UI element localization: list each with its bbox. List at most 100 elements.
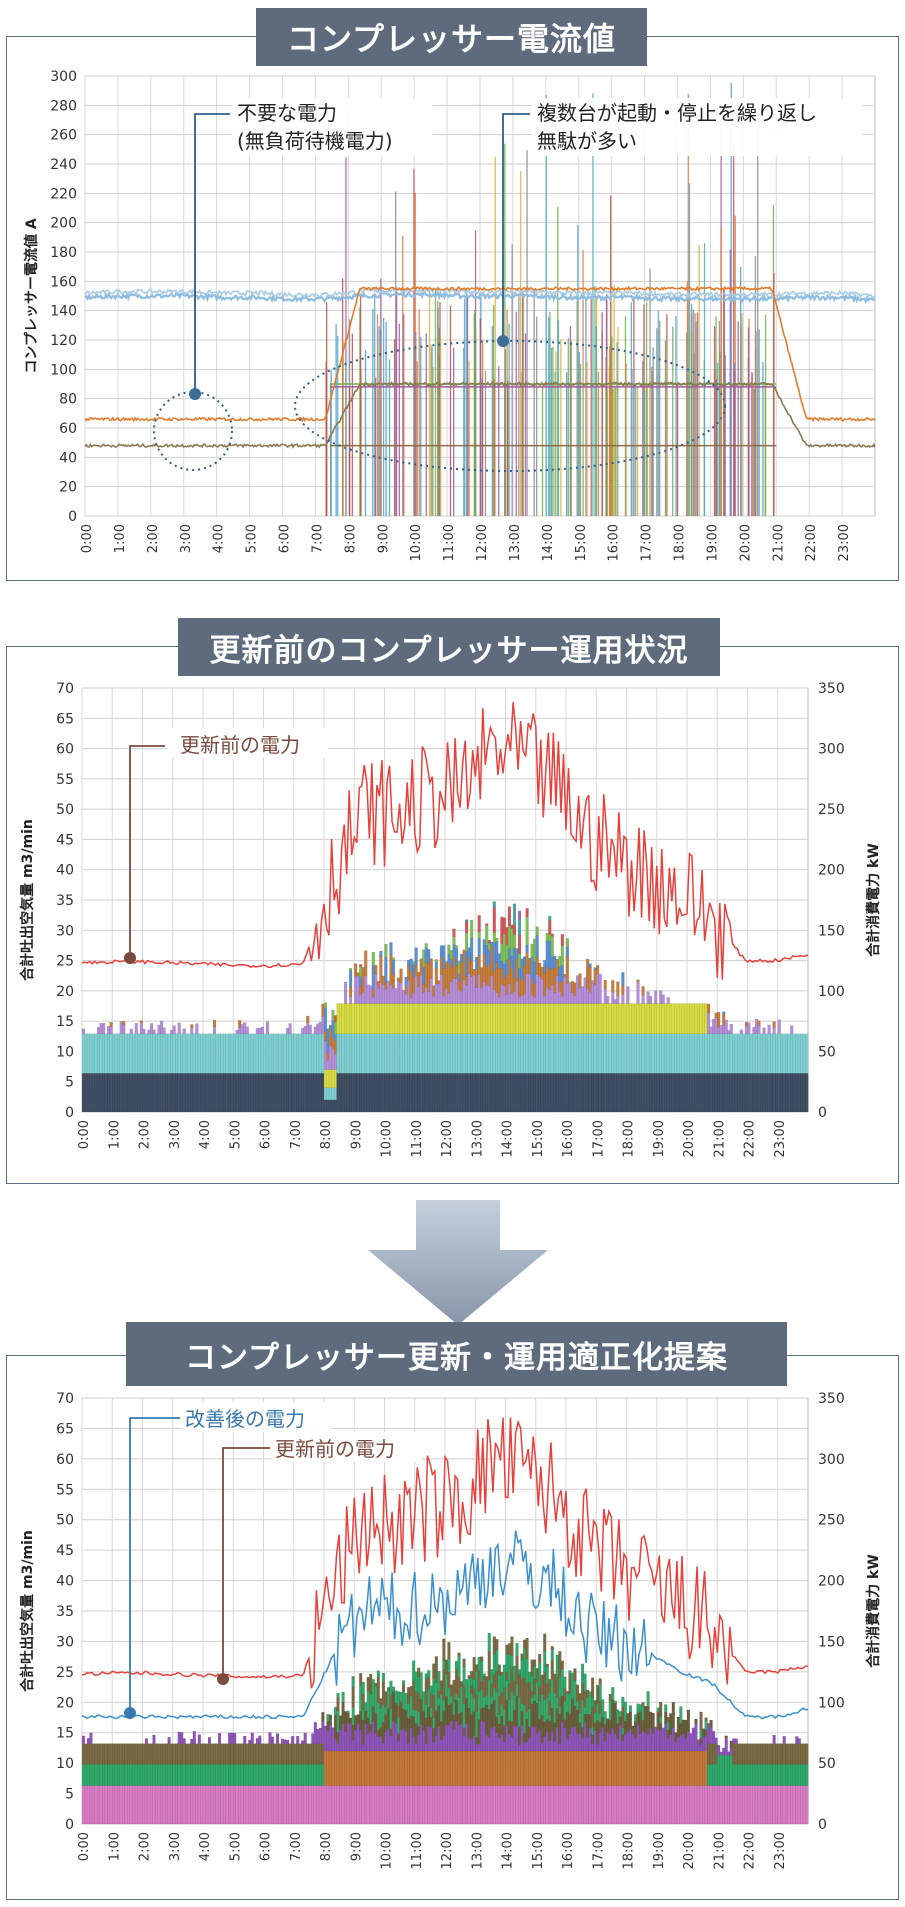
x-tick-label: 11:00 [410,1120,425,1157]
air-bar-segment [414,947,418,966]
x-tick-label: 16:00 [561,1120,576,1157]
x-tick-label: 4:00 [198,1832,213,1861]
air-bar-segment [598,1678,602,1685]
x-tick-label: 5:00 [228,1832,243,1861]
x-tick-label: 3:00 [179,524,194,553]
air-bar-segment [419,1672,423,1700]
air-bar-segment [233,1733,237,1744]
x-tick-label: 18:00 [622,1120,637,1157]
air-bar-segment [374,965,378,975]
air-bar-segment [611,980,615,993]
y-tick-label: 5 [65,1075,74,1091]
air-bar-segment [384,944,388,958]
air-bar-segment [573,1668,577,1681]
air-bar-segment [243,1735,247,1744]
callout-bg [272,1432,422,1462]
air-bar-segment [391,957,396,961]
y-tick-label: 55 [56,772,74,788]
x-tick-label: 19:00 [705,524,720,561]
air-bar-segment [628,1705,632,1713]
x-tick-label: 17:00 [591,1120,606,1157]
y2-tick-label: 100 [818,1695,845,1711]
air-bar-segment [379,950,383,957]
air-bar-segment [328,1714,333,1725]
air-bar-segment [548,920,552,935]
air-bar-segment [525,1637,529,1659]
x-tick-label: 3:00 [168,1832,183,1861]
air-bar-segment [341,1691,345,1703]
air-bar-segment [308,1024,312,1035]
air-bar-segment [646,1691,650,1707]
x-tick-label: 17:00 [591,1832,606,1869]
air-bar-segment [512,924,517,935]
x-tick-label: 22:00 [743,1832,758,1869]
air-bar-segment [707,1003,711,1013]
x-tick-label: 9:00 [349,1120,364,1149]
y-tick-label: 70 [56,681,74,697]
air-bar-segment [122,1021,126,1026]
air-bar-segment [452,936,456,945]
air-bar-segment [797,1738,801,1744]
current-series-line [84,380,876,449]
air-bar-segment [611,1686,615,1700]
air-bar-segment [714,1737,718,1744]
x-tick-label: 1:00 [107,1120,122,1149]
x-tick-label: 7:00 [289,1832,304,1861]
current-series-line [84,285,876,423]
air-bar-segment [548,916,552,921]
air-bar-segment [724,1735,728,1739]
air-bar-segment [142,1028,146,1035]
air-bar-segment [694,1718,698,1724]
panel2-title: 更新前のコンプレッサー運用状況 [178,618,720,676]
callout-leader [129,745,165,958]
air-bar-segment [197,1734,201,1744]
x-tick-label: 8:00 [319,1832,334,1861]
x-tick-label: 2:00 [146,524,161,553]
y-tick-label: 160 [50,274,77,290]
air-bar-segment [81,1735,85,1744]
callout-bg [532,98,862,156]
panel3-title: コンプレッサー更新・運用適正化提案 [126,1322,787,1386]
air-bar-segment [649,995,653,1004]
air-bar-segment [361,1693,365,1711]
y-tick-label: 30 [56,923,74,939]
air-bar-segment [772,1021,776,1028]
y2-tick-label: 0 [818,1105,827,1121]
air-bar-segment [207,1737,212,1744]
air-bar-segment [492,907,496,933]
x-tick-label: 6:00 [259,1120,274,1149]
y-tick-label: 65 [56,1421,74,1437]
air-bar-segment [606,996,610,1004]
callout-dot [189,388,201,400]
air-bar-segment [149,1023,154,1035]
x-tick-label: 15:00 [574,524,589,561]
air-bar-segment [354,963,358,977]
air-bar-segment [560,945,564,966]
y2-axis-title: 合計消費電力 kW [865,843,882,957]
x-tick-label: 7:00 [289,1120,304,1149]
air-bar-segment [182,1028,186,1035]
air-bar-segment [323,1007,327,1032]
air-bar-segment [454,945,459,949]
callout-leader [222,1447,270,1679]
air-bar-segment [447,1642,451,1660]
cycling-ellipse [294,340,726,472]
x-tick-label: 12:00 [440,1832,455,1869]
air-bar-segment [152,1029,156,1035]
air-bar-segment [346,1710,350,1714]
y2-tick-label: 350 [818,681,845,697]
air-bar-segment [349,968,353,971]
x-tick-label: 13:00 [470,1120,485,1157]
air-bar-segment [351,1686,355,1708]
air-bar-segment [89,1732,93,1744]
y-tick-label: 20 [56,1695,74,1711]
air-bar-segment [805,1743,809,1765]
y-tick-label: 50 [56,802,74,818]
down-arrow-icon [368,1200,548,1325]
air-bar-segment [722,1011,726,1015]
air-bar-segment [250,1732,254,1744]
y2-tick-label: 350 [818,1391,845,1407]
y-tick-label: 10 [56,1756,74,1772]
air-bar-segment [485,923,489,926]
x-tick-label: 7:00 [310,524,325,553]
